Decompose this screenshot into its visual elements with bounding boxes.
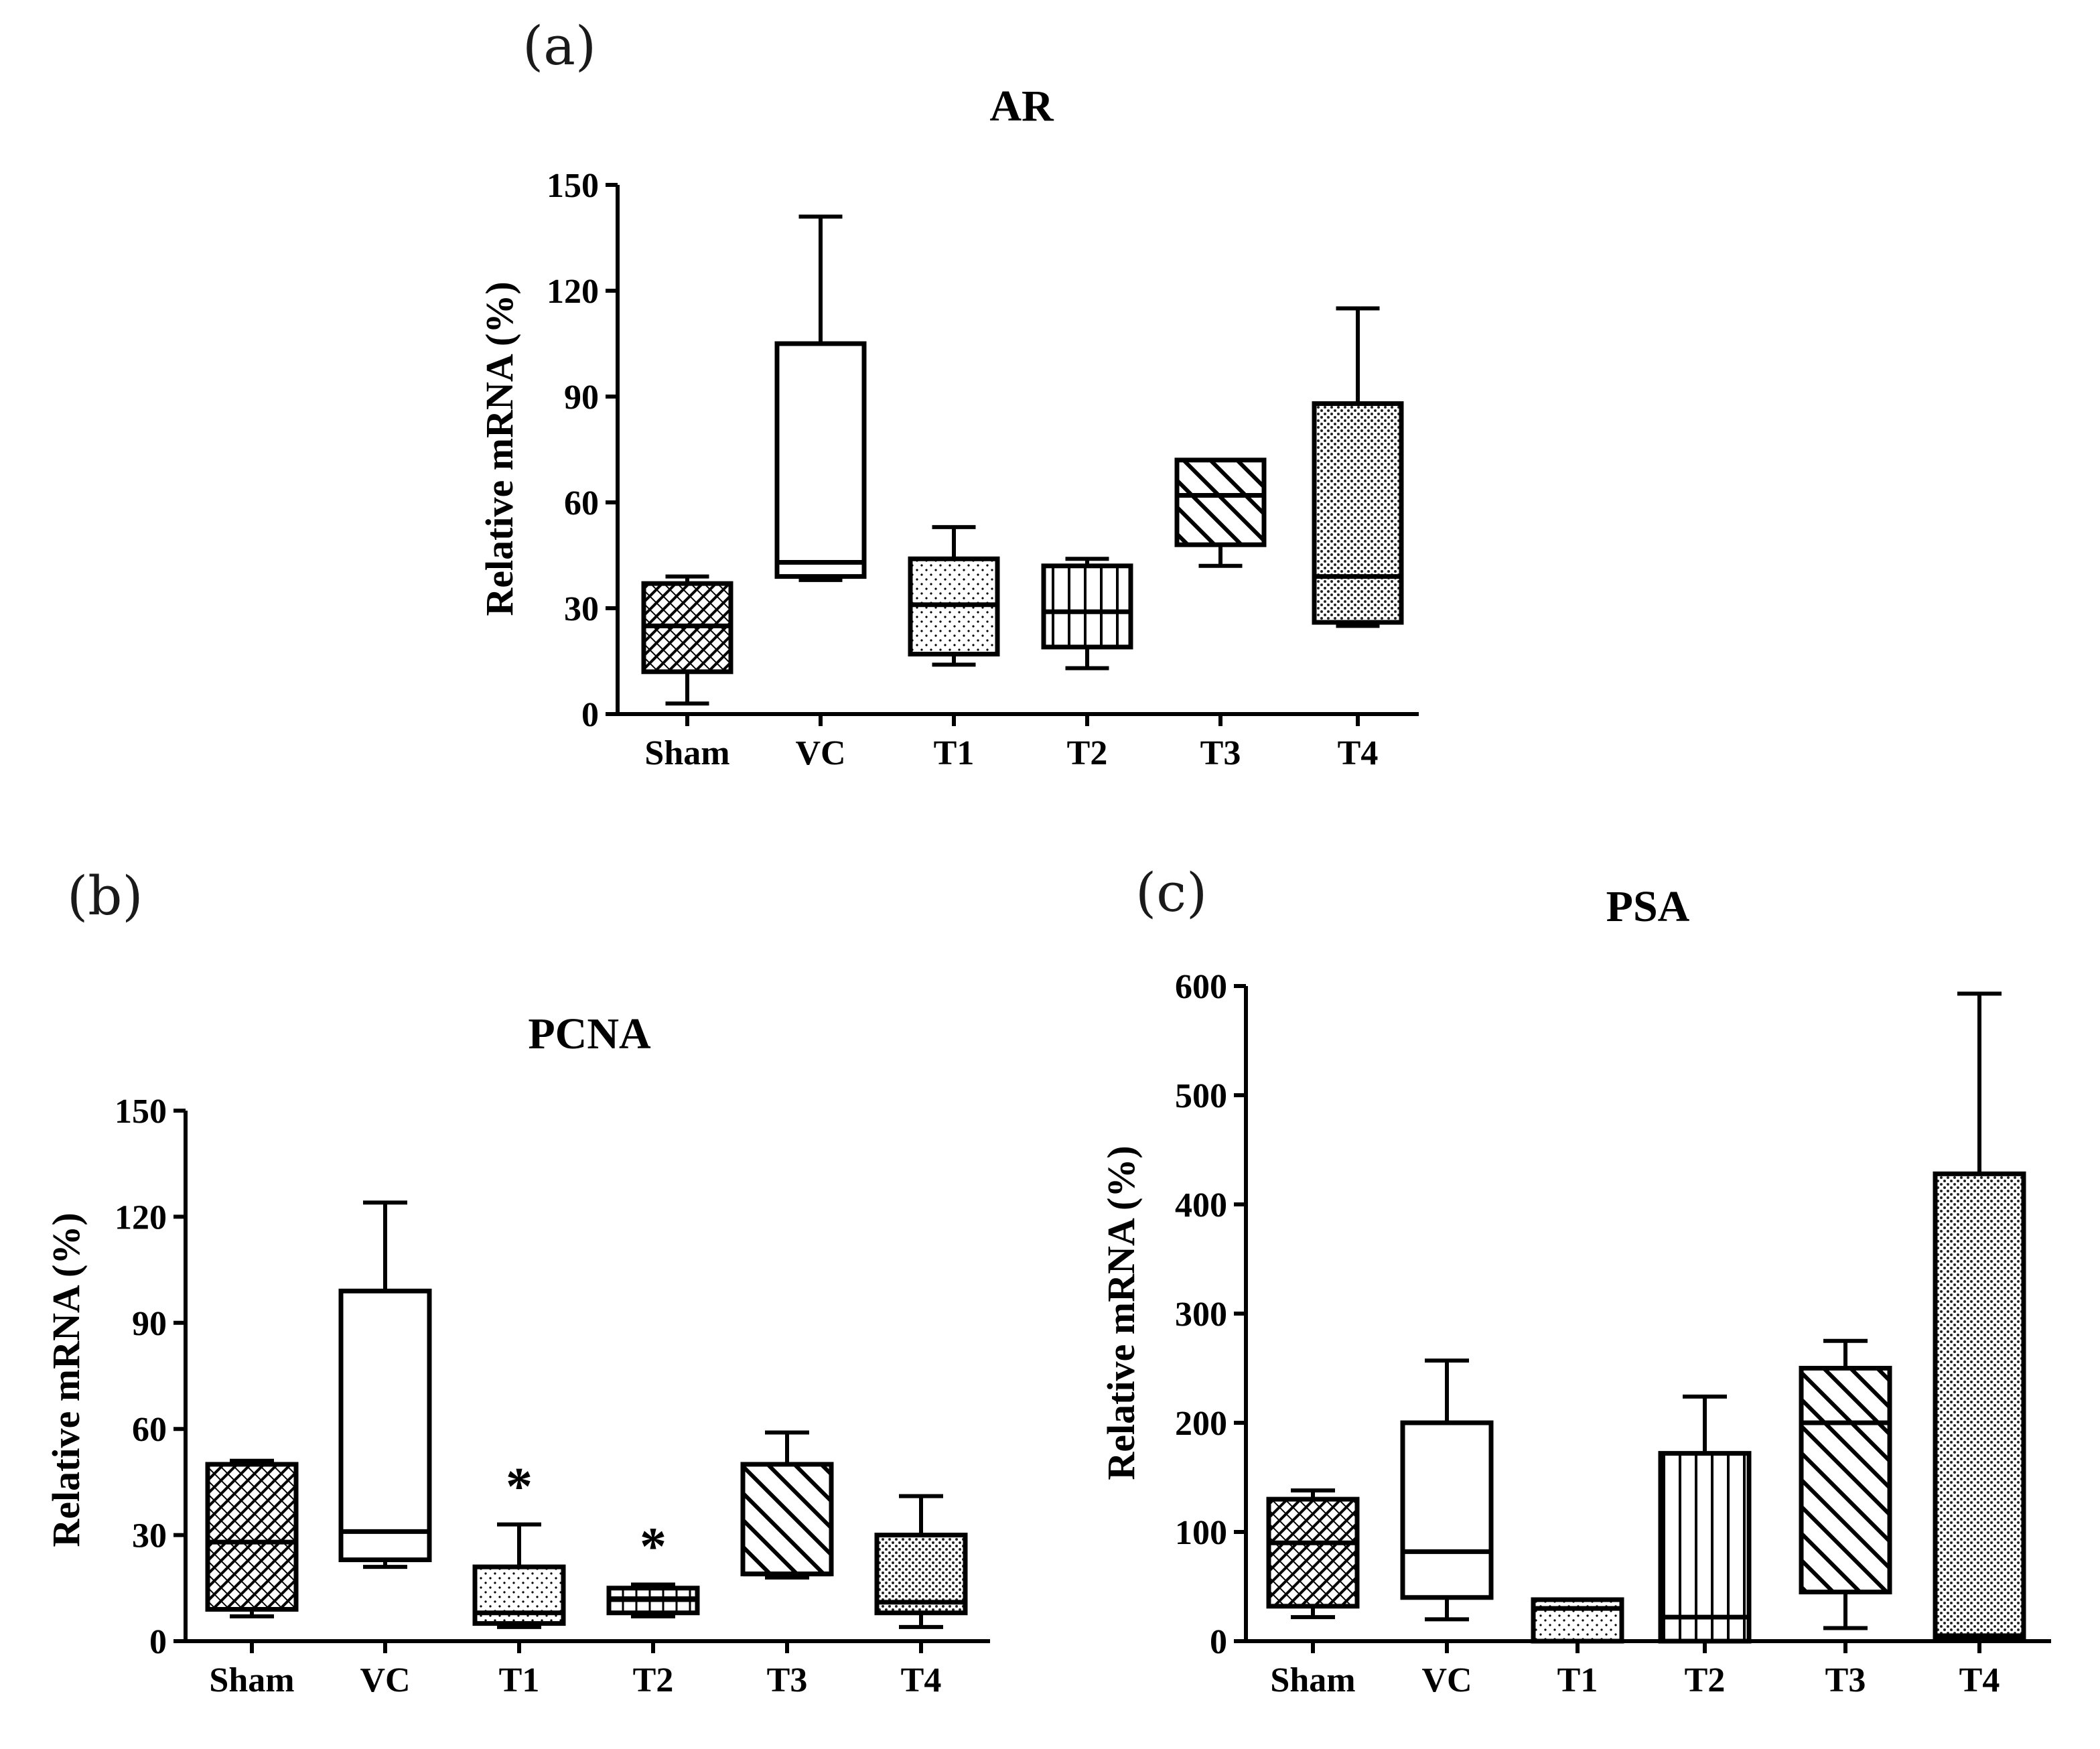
box-vc [338, 1288, 432, 1563]
chart-pcna: 0 30 60 90 120 150 Sham VC T1 T2 T3 T4 * * [115, 1093, 990, 1699]
y-tick-label: 30 [564, 590, 599, 628]
y-tick-label: 150 [115, 1093, 167, 1131]
y-tick-label: 0 [581, 696, 599, 734]
box-t4 [874, 1533, 968, 1616]
x-tick-label: T2 [1067, 734, 1108, 772]
box-vc [774, 341, 867, 579]
x-tick-label: T4 [1338, 734, 1379, 772]
x-tick-label: VC [360, 1661, 410, 1699]
y-tick-label: 30 [132, 1517, 167, 1555]
x-tick-label: T4 [901, 1661, 942, 1699]
box-sham [205, 1462, 299, 1612]
y-tick-label: 150 [547, 167, 599, 205]
x-tick-label: Sham [209, 1661, 294, 1699]
panel-label-b: (b) [67, 865, 143, 927]
x-tick-label: T4 [1959, 1661, 2000, 1699]
x-tick-label: T1 [1557, 1661, 1598, 1699]
chart-title-pcna: PCNA [528, 1009, 651, 1058]
x-tick-label: T3 [1825, 1661, 1866, 1699]
y-tick-label: 90 [564, 378, 599, 417]
x-tick-label: T2 [1685, 1661, 1726, 1699]
box-t1 [1531, 1597, 1624, 1644]
y-tick-label: 0 [149, 1623, 167, 1661]
box-t3 [1174, 458, 1267, 547]
x-tick-label: T2 [633, 1661, 674, 1699]
y-tick-label: 0 [1210, 1623, 1227, 1661]
y-tick-label: 60 [564, 484, 599, 522]
panel-label-a: (a) [522, 15, 596, 77]
y-axis-label-ar: Relative mRNA (%) [478, 281, 521, 616]
panel-label-c: (c) [1135, 861, 1207, 924]
y-tick-label: 60 [132, 1411, 167, 1449]
y-tick-label: 500 [1175, 1077, 1227, 1115]
significance-marker: * [640, 1518, 667, 1577]
y-tick-label: 100 [1175, 1514, 1227, 1552]
y-axis-label-pcna: Relative mRNA (%) [44, 1212, 88, 1547]
y-tick-label: 200 [1175, 1405, 1227, 1443]
x-tick-label: VC [795, 734, 845, 772]
box-t2 [1658, 1451, 1752, 1644]
y-axis-label-psa: Relative mRNA (%) [1099, 1145, 1143, 1480]
x-tick-label: VC [1421, 1661, 1472, 1699]
y-tick-label: 120 [115, 1198, 167, 1237]
x-tick-label: T3 [1200, 734, 1241, 772]
box-t3 [740, 1462, 834, 1577]
chart-ar: 0 30 60 90 120 150 Sham VC T1 T2 T3 T4 [547, 167, 1419, 772]
box-t4 [1933, 1171, 2026, 1640]
y-tick-label: 120 [547, 273, 599, 311]
box-t4 [1312, 401, 1404, 625]
x-tick-label: T1 [499, 1661, 540, 1699]
y-tick-label: 400 [1175, 1186, 1227, 1225]
box-t2 [1041, 563, 1133, 650]
box-sham [1266, 1496, 1360, 1609]
y-tick-label: 90 [132, 1305, 167, 1343]
x-tick-label: Sham [1270, 1661, 1355, 1699]
y-tick-label: 600 [1175, 968, 1227, 1006]
chart-title-ar: AR [989, 82, 1054, 131]
chart-psa: 0 100 200 300 400 500 600 Sham VC T1 T2 T3 T4 [1175, 968, 2051, 1699]
box-vc [1400, 1420, 1494, 1600]
y-tick-label: 300 [1175, 1296, 1227, 1334]
x-tick-label: Sham [644, 734, 729, 772]
x-tick-label: T3 [767, 1661, 808, 1699]
box-t3 [1799, 1366, 1892, 1595]
x-tick-label: T1 [934, 734, 975, 772]
chart-title-psa: PSA [1606, 882, 1690, 931]
significance-marker: * [506, 1458, 533, 1517]
